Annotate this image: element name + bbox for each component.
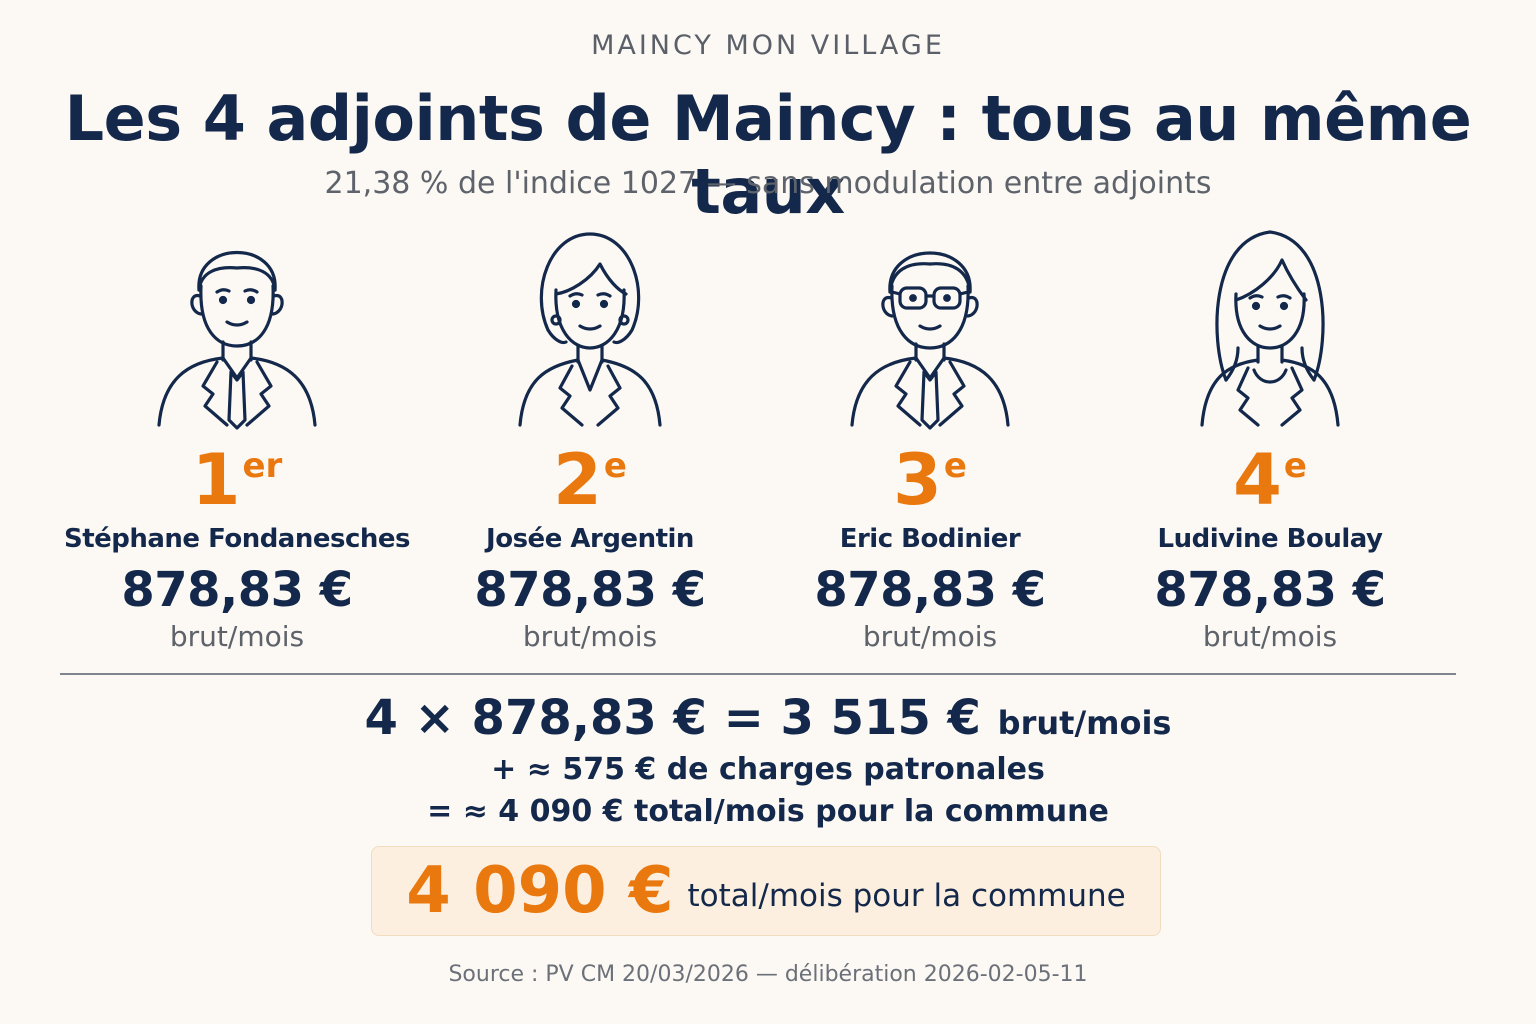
adjoint-period: brut/mois [1202,620,1338,653]
adjoint-name: Stéphane Fondanesches [63,524,411,554]
divider [60,673,1456,675]
charges-line: + ≈ 575 € de charges patronales [491,752,1045,787]
man-glasses-icon [850,251,1010,430]
total-highlight-box: 4 090 € total/mois pour la commune [371,846,1161,936]
woman-long-hair-icon [1200,230,1340,427]
adjoint-name: Eric Bodinier [839,524,1021,554]
rank-suffix: e [1283,446,1307,486]
adjoint-card-1: 1er Stéphane Fondanesches 878,83 € brut/… [57,220,417,653]
adjoint-period: brut/mois [522,620,658,653]
adjoint-card-4: 4e Ludivine Boulay 878,83 € brut/mois [1090,220,1450,653]
rank-suffix: e [943,446,967,486]
woman-short-hair-icon [518,232,662,427]
source-note: Source : PV CM 20/03/2026 — délibération… [448,962,1088,987]
page-subtitle: 21,38 % de l'indice 1027 — sans modulati… [324,166,1212,201]
adjoint-amount: 878,83 € [814,562,1046,618]
adjoint-amount: 878,83 € [474,562,706,618]
adjoint-amount: 878,83 € [1154,562,1386,618]
rank-suffix: e [603,446,627,486]
adjoint-amount: 878,83 € [121,562,353,618]
rank-number: 3 [893,439,942,521]
kicker: MAINCY MON VILLAGE [591,30,945,61]
rank-number: 1 [191,439,241,521]
man-suit-icon [157,250,317,430]
total-label: total/mois pour la commune [687,878,1126,914]
rank-suffix: er [242,446,283,486]
adjoint-period: brut/mois [862,620,998,653]
rank-number: 2 [553,439,602,521]
equation-text: 4 × 878,83 € = 3 515 € [364,690,981,746]
adjoint-name: Ludivine Boulay [1157,524,1383,554]
adjoint-name: Josée Argentin [486,524,694,554]
total-equation: 4 × 878,83 € = 3 515 € brut/mois [0,690,1536,746]
adjoint-card-3: 3e Eric Bodinier 878,83 € brut/mois [750,220,1110,653]
page-title: Les 4 adjoints de Maincy : tous au même … [64,82,1472,228]
rank-number: 4 [1233,439,1282,521]
adjoint-period: brut/mois [169,620,305,653]
adjoint-card-2: 2e Josée Argentin 878,83 € brut/mois [410,220,770,653]
equation-unit: brut/mois [997,704,1172,742]
total-amount: 4 090 € [406,854,674,928]
total-line: = ≈ 4 090 € total/mois pour la commune [427,794,1109,829]
